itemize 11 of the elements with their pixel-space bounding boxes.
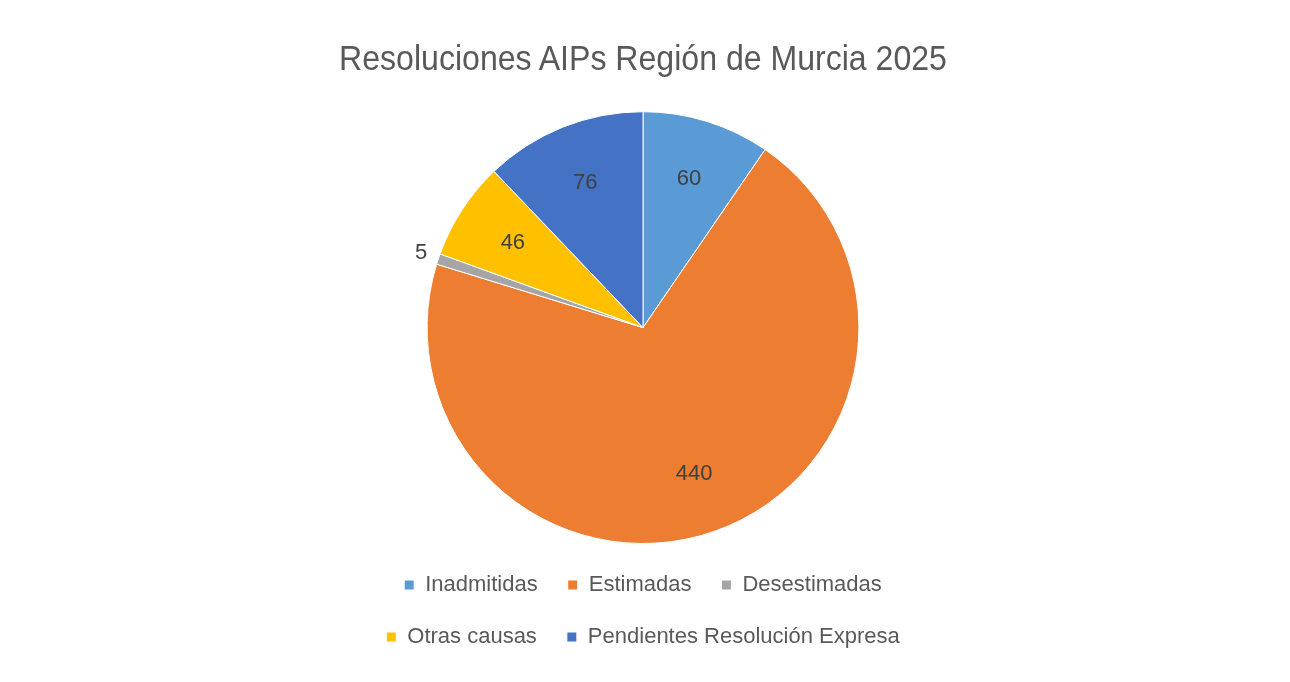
data-label: 76 (572, 169, 598, 195)
data-label: 60 (676, 165, 702, 191)
data-label: 5 (415, 239, 428, 265)
legend-label: Otras causas (407, 623, 537, 649)
legend-label: Desestimadas (742, 571, 882, 597)
legend-label: Inadmitidas (425, 571, 538, 597)
chart-title: Resoluciones AIPs Región de Murcia 2025 (339, 36, 947, 77)
data-label: 440 (675, 460, 713, 486)
data-label: 46 (500, 228, 526, 254)
legend-label: Pendientes Resolución Expresa (587, 623, 901, 649)
legend-label: Estimadas (588, 571, 692, 597)
